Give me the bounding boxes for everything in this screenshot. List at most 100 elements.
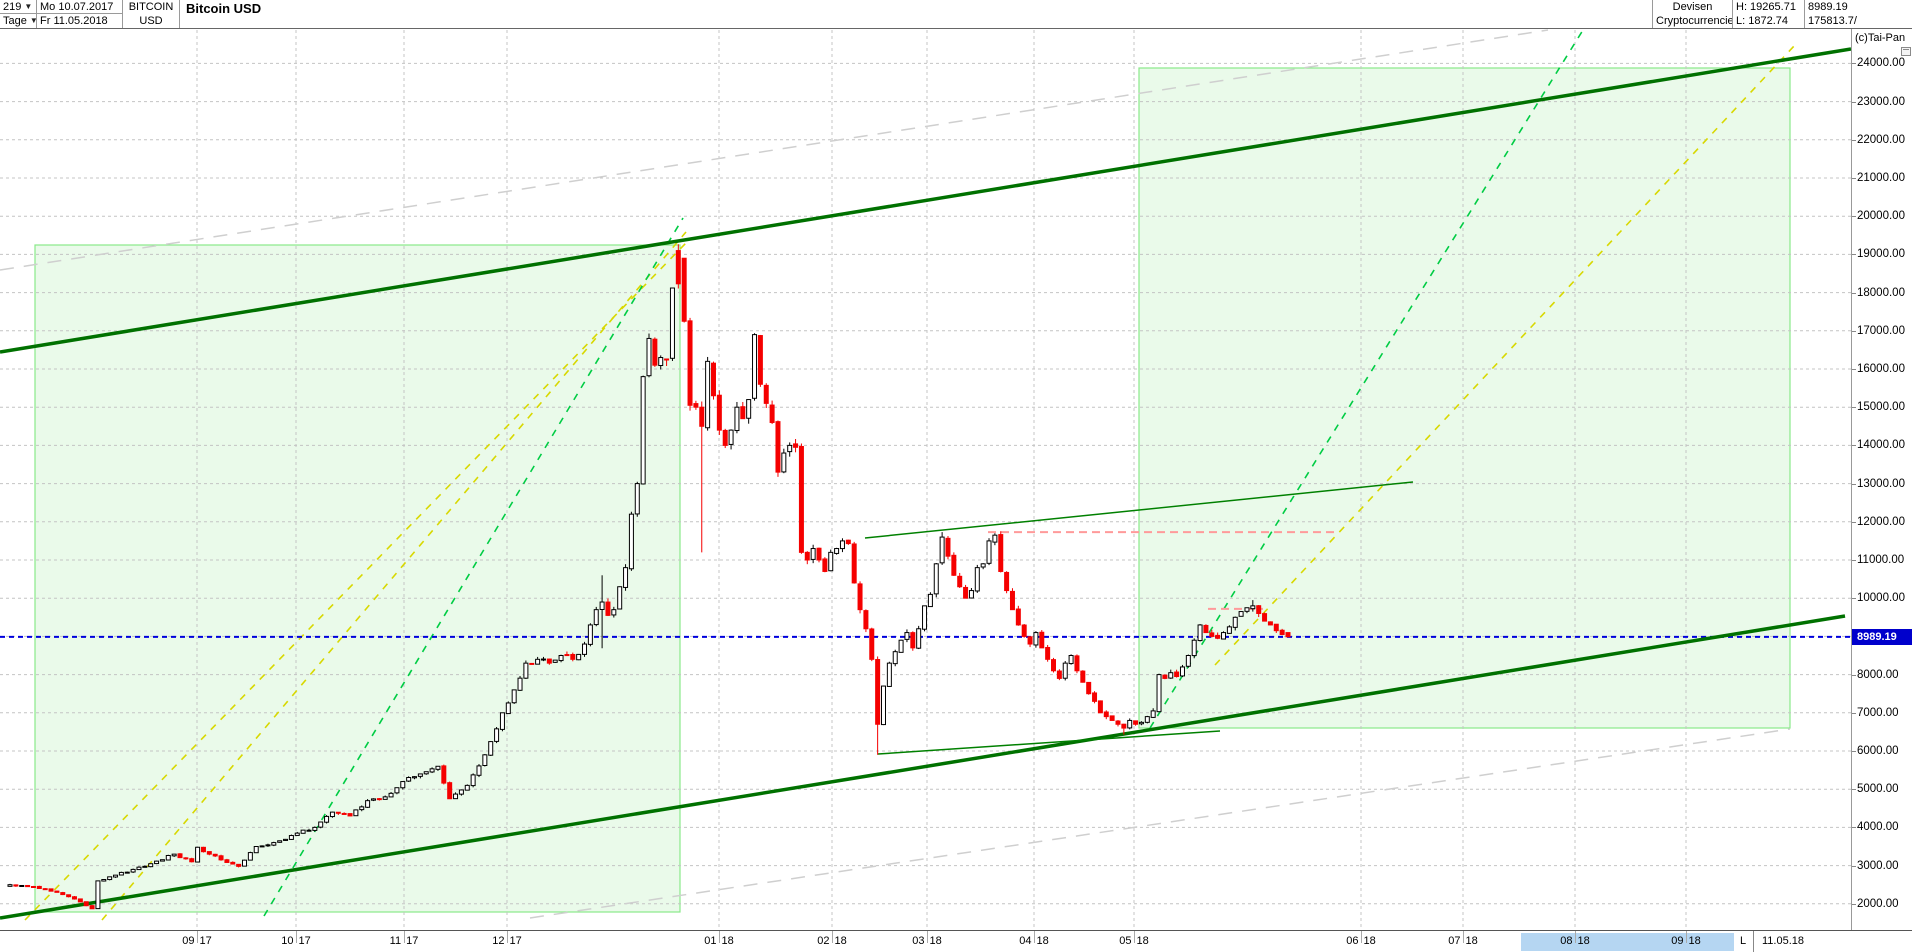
candle-down — [1045, 646, 1051, 660]
price-axis-tick — [1852, 63, 1856, 65]
candle-down — [441, 765, 447, 784]
candle-up — [318, 821, 324, 828]
price-axis-label: 13000.00 — [1857, 477, 1905, 490]
candlestick-chart[interactable] — [0, 29, 1851, 930]
price-axis-label: 6000.00 — [1857, 745, 1899, 757]
candle-down — [822, 558, 828, 572]
candle-up — [7, 884, 13, 887]
candle-up — [107, 876, 113, 881]
candle-up — [705, 360, 711, 429]
header-highlow-cell: H: 19265.71 L: 1872.74 — [1733, 0, 1805, 28]
header-category-cell: Devisen Cryptocurrencies — [1652, 0, 1733, 28]
candle-down — [564, 654, 570, 657]
candle-up — [195, 846, 201, 863]
time-axis-label: 12 17 — [492, 935, 522, 947]
price-axis-label: 3000.00 — [1857, 859, 1899, 872]
fan-yellow-1 — [24, 242, 687, 921]
candle-down — [1039, 631, 1045, 649]
fan-yellow-2 — [101, 231, 687, 921]
candle-up — [576, 653, 582, 661]
time-axis-label: 10 17 — [281, 935, 311, 947]
price-axis-tick — [1852, 407, 1856, 409]
candle-down — [546, 658, 552, 664]
chevron-down-icon: ▼ — [24, 2, 33, 11]
price-axis-tick — [1852, 789, 1856, 791]
candle-up — [423, 771, 429, 775]
candle-up — [382, 796, 388, 800]
candle-up — [517, 677, 523, 691]
price-axis-label: 12000.00 — [1857, 515, 1905, 528]
candle-down — [1256, 605, 1262, 614]
time-axis-label: 09 18 — [1671, 935, 1701, 947]
candle-down — [177, 853, 183, 859]
candle-down — [798, 445, 804, 553]
candle-up — [124, 871, 130, 874]
candle-up — [746, 399, 752, 419]
candle-up — [552, 659, 558, 663]
candle-down — [763, 384, 769, 404]
candle-down — [1092, 692, 1098, 702]
candle-up — [986, 540, 992, 564]
candle-down — [54, 890, 60, 893]
price-axis-tick — [1852, 598, 1856, 600]
bars-count-dropdown[interactable]: 219 ▼ — [0, 0, 36, 14]
candle-down — [1086, 681, 1092, 695]
candle-down — [863, 610, 869, 630]
candle-up — [1062, 662, 1068, 679]
candle-up — [916, 628, 922, 649]
candle-up — [118, 871, 124, 876]
time-axis-label: 05 18 — [1119, 935, 1149, 947]
candle-up — [482, 754, 488, 767]
candle-down — [212, 853, 218, 857]
fan-green-1 — [263, 217, 684, 917]
candle-down — [851, 543, 857, 584]
candle-down — [570, 653, 576, 660]
candle-up — [939, 536, 945, 564]
candle-up — [511, 689, 517, 704]
price-axis-label: 2000.00 — [1857, 897, 1899, 910]
candle-up — [476, 765, 482, 776]
candle-down — [1121, 723, 1127, 729]
price-axis-label: 14000.00 — [1857, 439, 1905, 452]
candle-up — [1244, 607, 1250, 612]
candle-up — [1238, 611, 1244, 617]
candle-down — [236, 863, 242, 867]
candle-up — [1144, 716, 1150, 723]
price-axis-tick — [1852, 521, 1856, 523]
candle-up — [834, 548, 840, 554]
time-axis-label: 06 18 — [1346, 935, 1376, 947]
candle-up — [669, 287, 675, 359]
candle-up — [306, 829, 312, 832]
low-value-label: L: 1872.74 — [1736, 15, 1788, 27]
candle-down — [998, 534, 1004, 572]
candle-down — [376, 798, 382, 801]
candle-up — [412, 776, 418, 779]
candle-up — [1168, 672, 1174, 679]
header-symbol-cell: BITCOIN USD — [123, 0, 180, 28]
chart-canvas[interactable] — [0, 29, 1851, 930]
candle-down — [1215, 634, 1221, 639]
time-axis-tick — [197, 931, 198, 943]
price-axis-label: 4000.00 — [1857, 821, 1899, 834]
period-dropdown[interactable]: Tage ▼ — [3, 15, 36, 27]
window-restore-icon[interactable] — [1901, 47, 1911, 56]
candle-down — [1133, 720, 1139, 725]
time-axis-tick — [1134, 931, 1135, 943]
candle-down — [1097, 700, 1103, 714]
candle-down — [664, 358, 670, 361]
candle-down — [1162, 674, 1168, 679]
future-range-highlight[interactable] — [1521, 933, 1734, 951]
candle-up — [892, 651, 898, 665]
time-axis-label: 07 18 — [1448, 935, 1478, 947]
header-last-cell: 8989.19 175813.7/ — [1805, 0, 1912, 28]
candle-up — [253, 846, 259, 854]
candle-down — [1285, 632, 1291, 638]
candle-down — [183, 857, 189, 860]
candle-up — [628, 513, 634, 570]
candle-up — [101, 879, 107, 882]
candle-up — [980, 563, 986, 568]
date-from-field[interactable]: Mo 10.07.2017 — [37, 0, 122, 14]
candle-down — [335, 811, 341, 814]
date-to-field[interactable]: Fr 11.05.2018 — [40, 15, 108, 27]
candle-up — [113, 874, 119, 878]
